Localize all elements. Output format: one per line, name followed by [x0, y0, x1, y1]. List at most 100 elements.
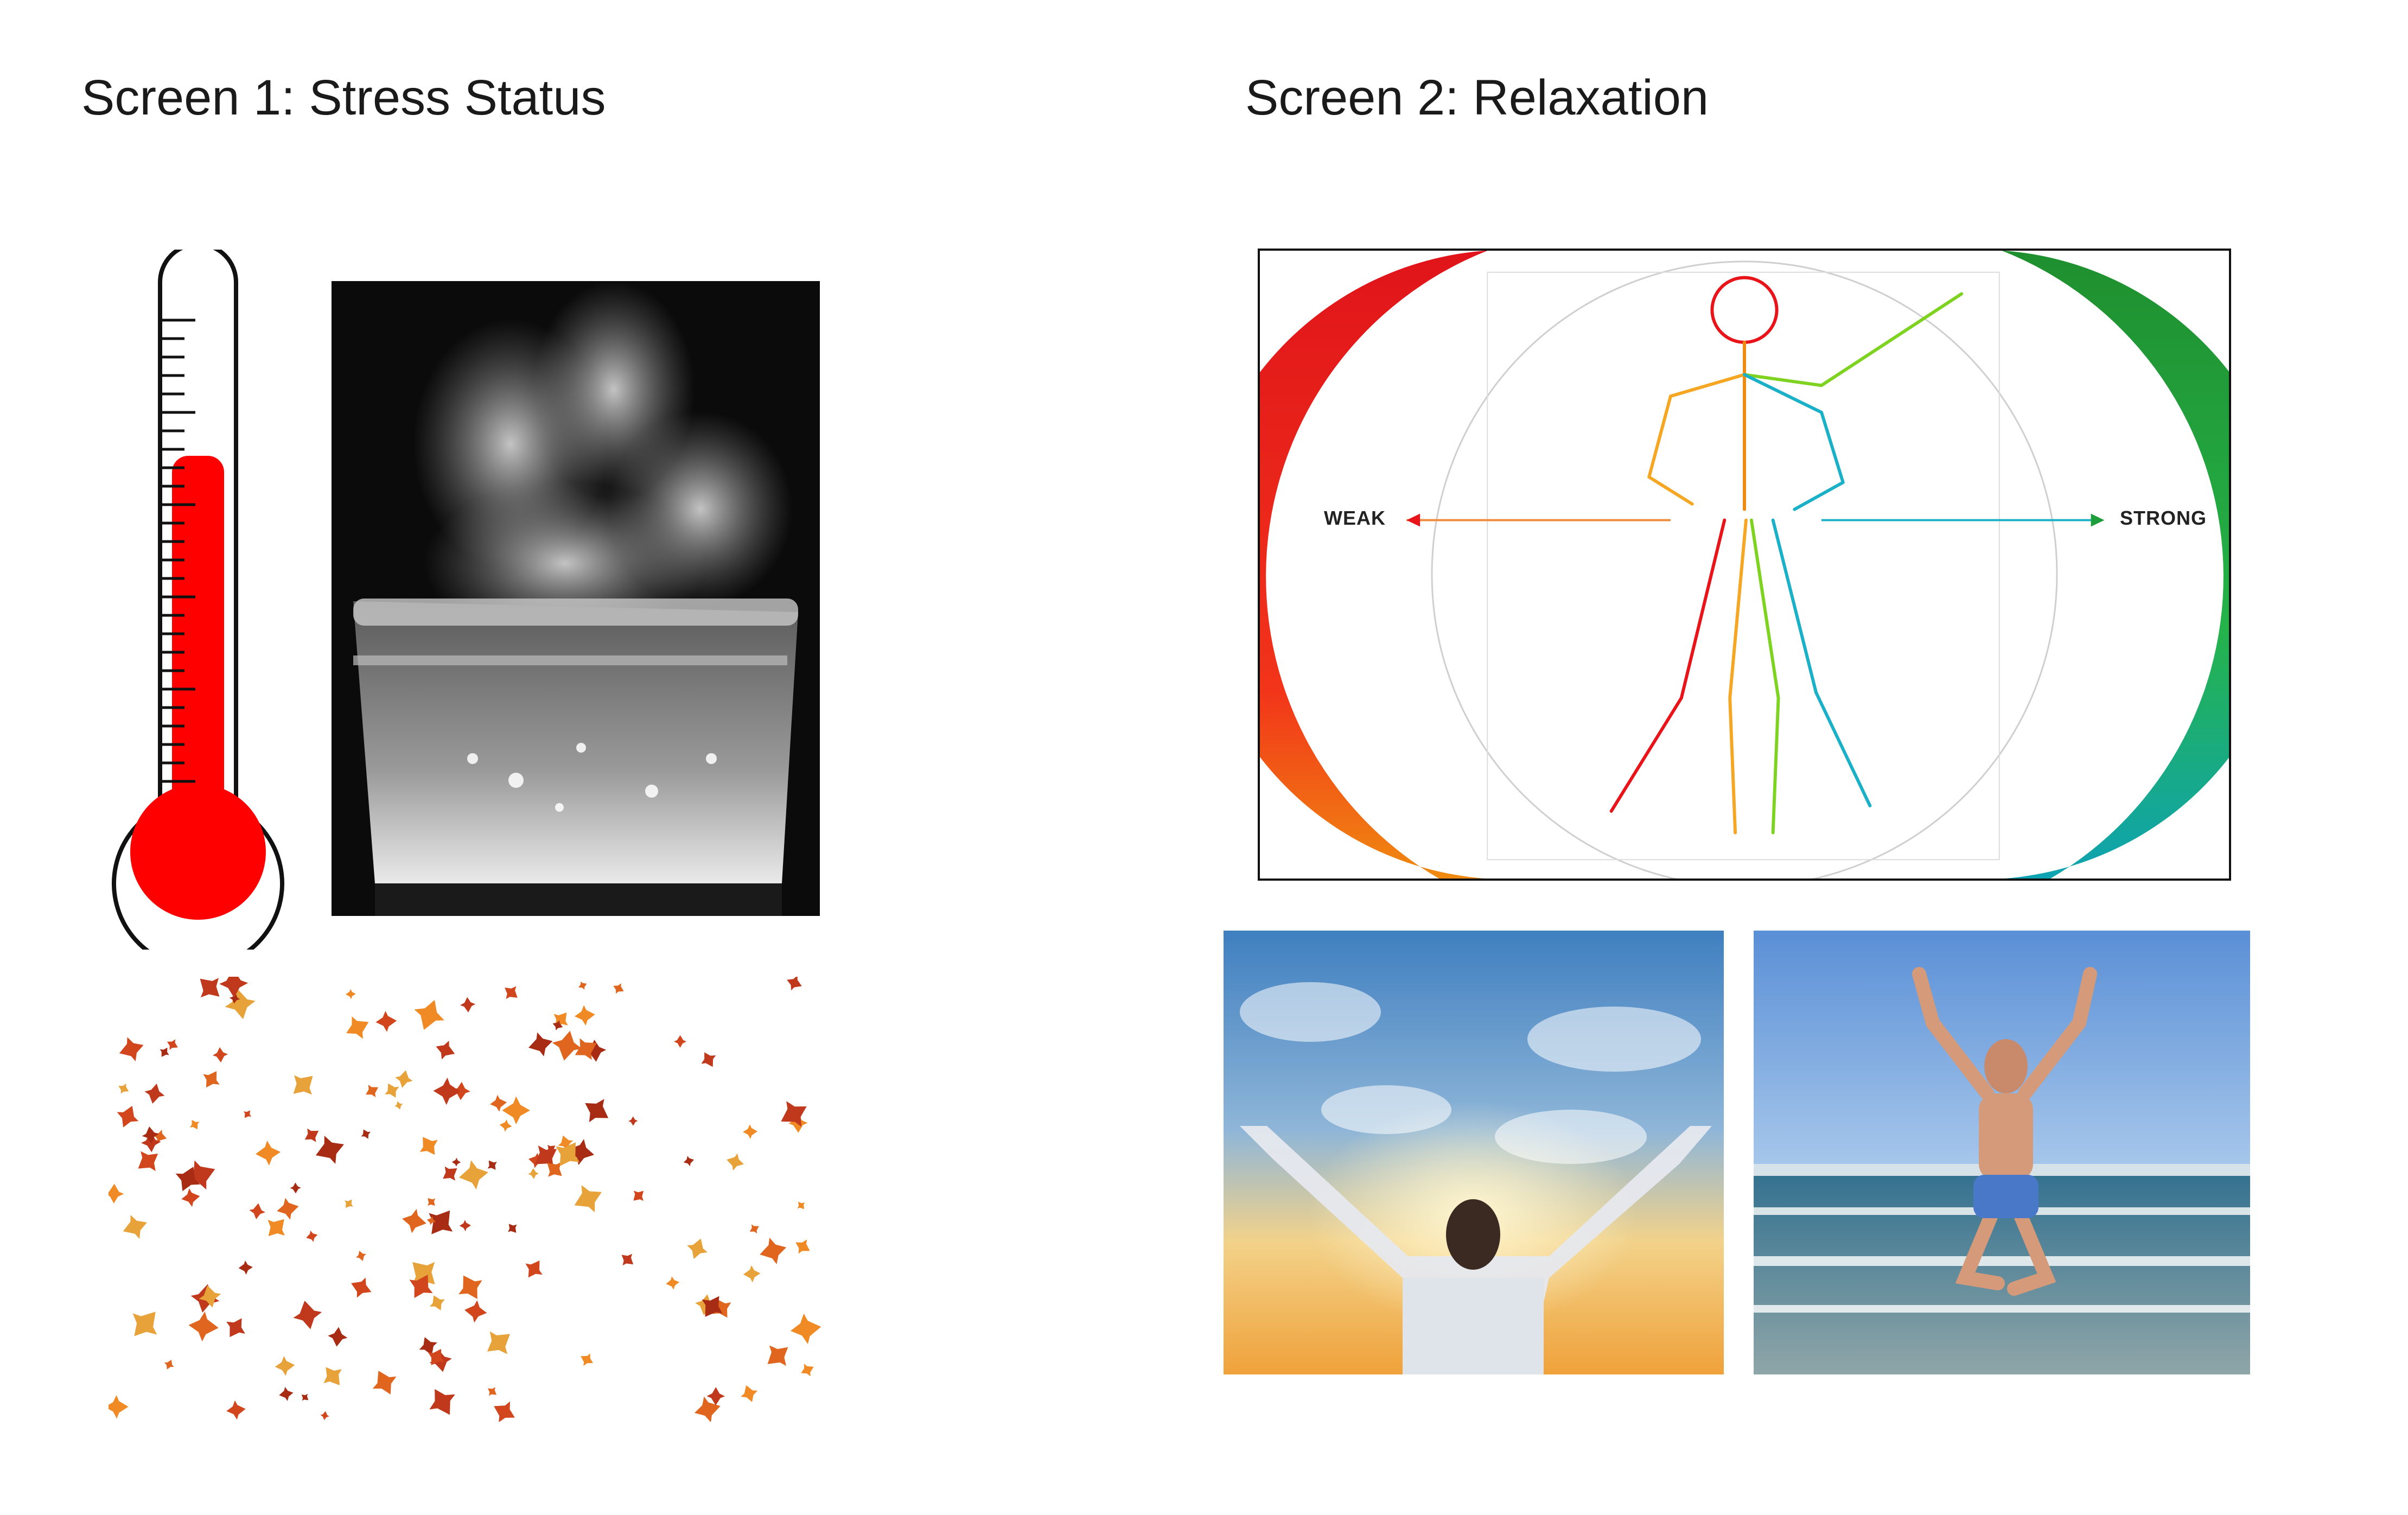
- leaf: [502, 1096, 530, 1125]
- falling-leaves-image: [109, 977, 836, 1422]
- leaf: [621, 1253, 634, 1266]
- arms-raised-sky-image: [1224, 931, 1724, 1374]
- leaf: [487, 1331, 511, 1354]
- leaf: [153, 1130, 167, 1144]
- leaf: [361, 1129, 371, 1139]
- leaf: [801, 1364, 814, 1377]
- leaf: [558, 1135, 574, 1151]
- leaf: [701, 1052, 716, 1067]
- leaf: [797, 1201, 805, 1210]
- leaf: [328, 1327, 348, 1347]
- screen-2-title: Screen 2: Relaxation: [1245, 70, 1709, 125]
- weak-label: WEAK: [1324, 507, 1386, 529]
- leaf: [344, 1199, 353, 1208]
- leaf: [414, 1000, 444, 1030]
- leaf: [743, 1124, 758, 1140]
- leaf: [366, 1084, 379, 1098]
- leaf: [225, 988, 256, 1020]
- leaf: [226, 1400, 246, 1420]
- leaf: [505, 986, 518, 1000]
- leaf: [575, 1038, 597, 1060]
- leaf: [487, 1160, 497, 1170]
- leaf: [787, 977, 802, 991]
- leaf: [419, 1137, 438, 1155]
- leaf: [249, 1203, 265, 1219]
- leaf: [419, 1337, 437, 1355]
- leaf: [123, 1214, 147, 1239]
- leaf: [290, 1182, 301, 1194]
- leaf: [494, 1401, 515, 1422]
- leaf: [188, 1311, 219, 1342]
- jumping-beach-image: [1754, 931, 2250, 1374]
- leaf: [525, 1261, 543, 1278]
- leaf: [351, 1277, 372, 1298]
- leaf: [574, 1005, 595, 1026]
- leaf: [574, 1185, 602, 1213]
- leaf: [508, 1224, 517, 1233]
- leaf: [142, 1126, 159, 1143]
- leaf: [301, 1393, 309, 1401]
- leaf: [578, 981, 587, 990]
- leaf: [436, 1040, 455, 1060]
- leaf: [426, 1216, 436, 1225]
- leaf: [451, 1157, 461, 1167]
- leaf: [109, 1183, 124, 1204]
- leaf: [546, 1144, 556, 1154]
- leaf: [160, 1047, 169, 1057]
- leaf: [429, 1295, 445, 1311]
- leaf: [683, 1156, 695, 1167]
- leaf: [459, 1220, 471, 1232]
- leaf: [706, 1387, 725, 1405]
- leaf: [743, 1265, 761, 1283]
- leaf: [490, 1094, 507, 1112]
- leaf: [443, 1166, 457, 1181]
- leaf: [781, 1101, 807, 1127]
- leaf: [132, 1312, 157, 1336]
- leaf: [795, 1239, 810, 1254]
- leaf: [164, 1359, 174, 1370]
- leaf: [255, 1140, 281, 1166]
- boiling-pot-image: [332, 281, 820, 916]
- thermometer-icon: [109, 250, 288, 950]
- leaf: [528, 1168, 539, 1179]
- leaf: [293, 1075, 313, 1095]
- leaf: [687, 1238, 708, 1259]
- leaf: [556, 1142, 580, 1167]
- leaf: [429, 1210, 453, 1234]
- leaf: [427, 1198, 436, 1206]
- leaf: [452, 1081, 470, 1100]
- leaf: [395, 1070, 413, 1088]
- leaf: [144, 1083, 165, 1104]
- leaf: [277, 1198, 299, 1220]
- leaf: [346, 1016, 369, 1039]
- leaf: [633, 1191, 644, 1201]
- leaf: [375, 1010, 397, 1032]
- leaf: [275, 1356, 295, 1376]
- leaf: [267, 1219, 285, 1237]
- leaf: [412, 1262, 435, 1285]
- leaf: [315, 1135, 344, 1164]
- leaf: [760, 1237, 787, 1264]
- strength-diagram: WEAK STRONG: [1258, 249, 2231, 881]
- leaf: [279, 1386, 294, 1402]
- leaf: [229, 993, 240, 1004]
- leaf: [167, 1039, 178, 1050]
- leaf: [584, 1040, 607, 1062]
- leaf: [458, 1275, 482, 1300]
- leaf: [356, 1250, 366, 1261]
- leaf: [528, 1032, 553, 1056]
- leaf: [552, 1030, 582, 1061]
- leaf: [585, 1099, 609, 1123]
- leaf: [243, 1110, 251, 1118]
- leaf: [346, 989, 356, 1000]
- leaf: [238, 1260, 253, 1275]
- leaf: [568, 1139, 595, 1166]
- leaf: [203, 1071, 220, 1088]
- leaf: [304, 1128, 319, 1142]
- leaf: [749, 1224, 759, 1234]
- leaf: [372, 1371, 397, 1395]
- leaf: [767, 1345, 788, 1366]
- leaf: [702, 1296, 723, 1317]
- leaf: [175, 1167, 200, 1192]
- leaf: [138, 1151, 158, 1172]
